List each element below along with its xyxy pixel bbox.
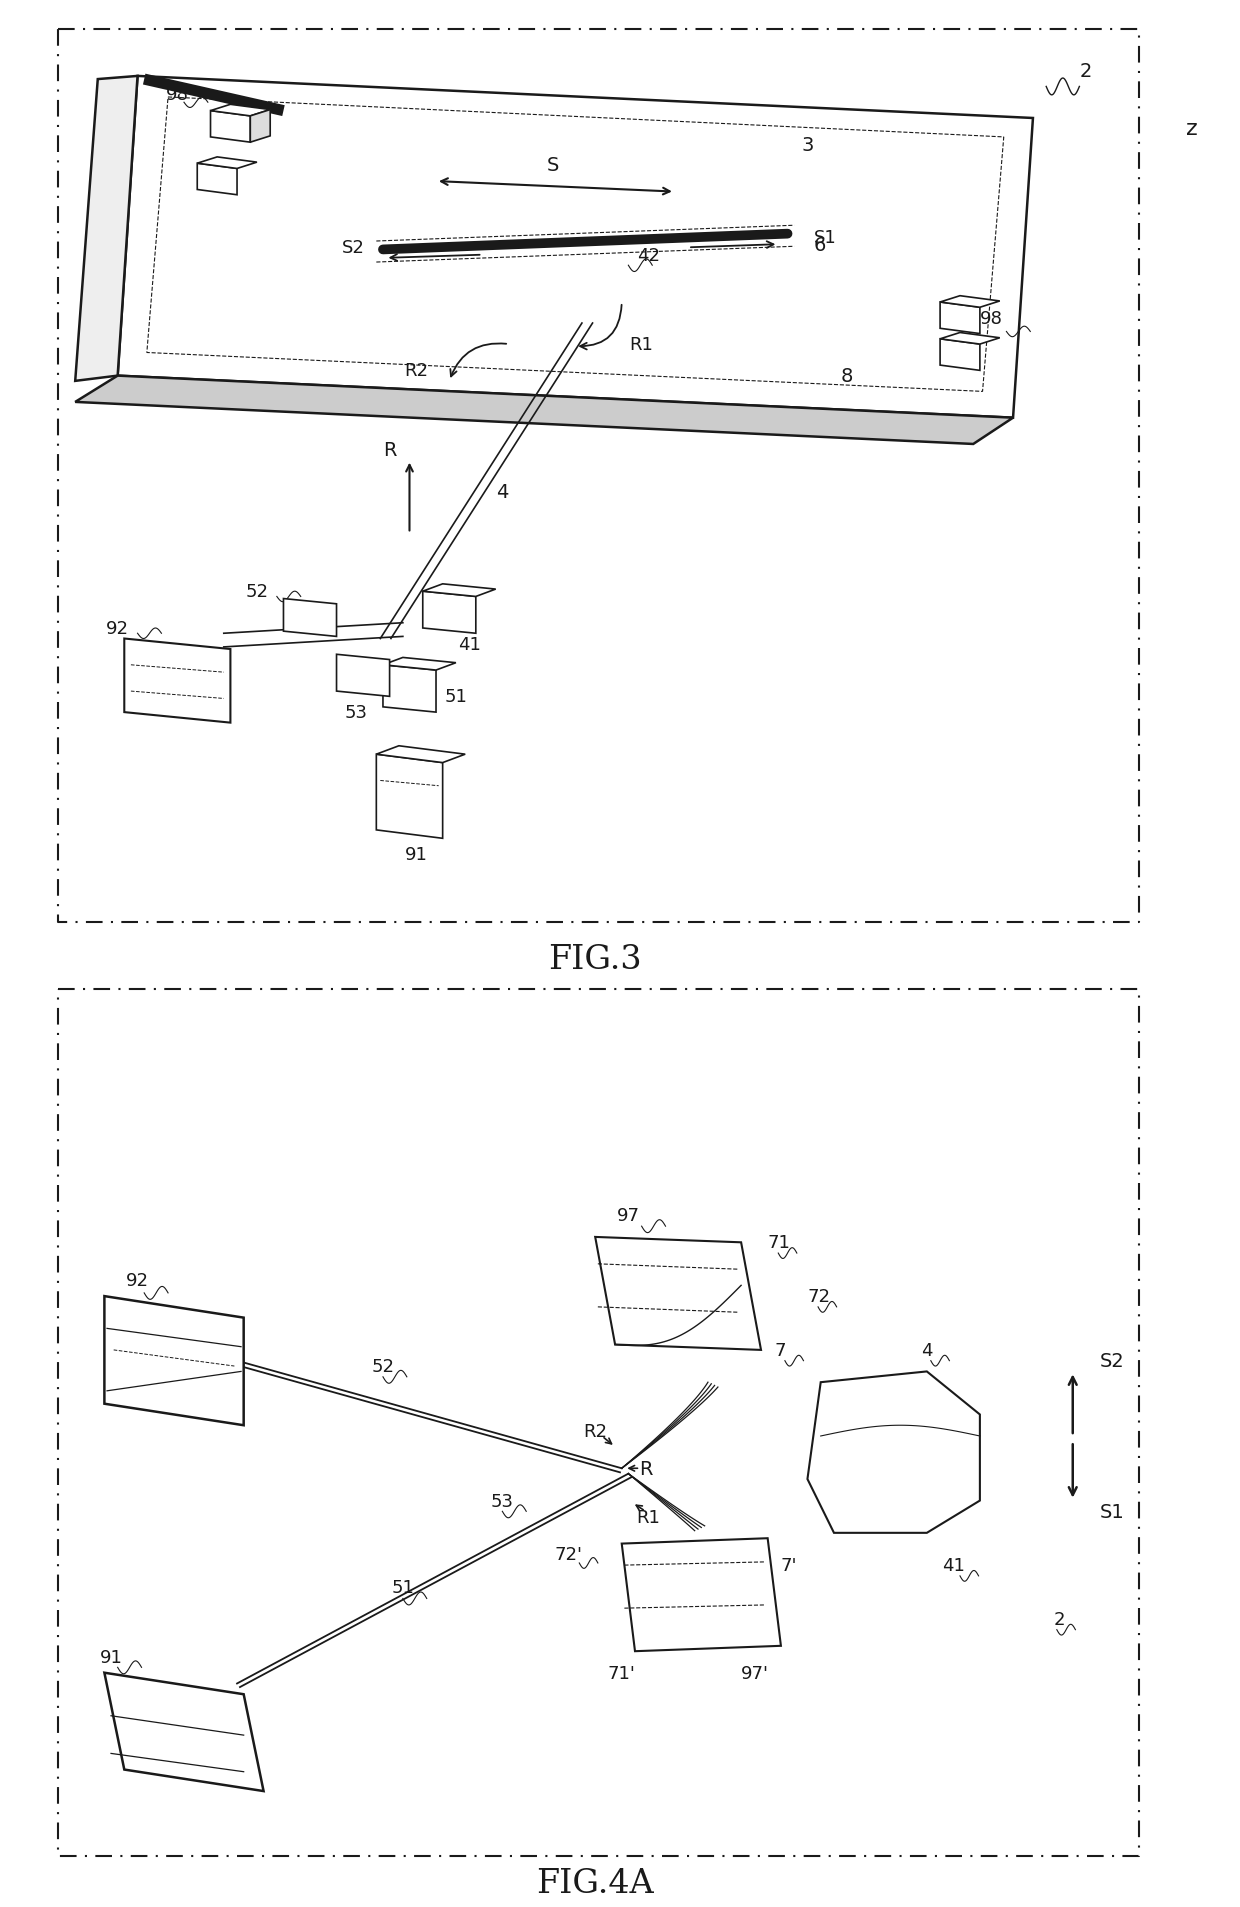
Text: 97': 97' [740,1663,769,1682]
Polygon shape [211,105,270,116]
Text: 6: 6 [815,236,826,254]
Text: 51: 51 [444,688,467,706]
Text: 51: 51 [392,1577,414,1596]
Text: 8: 8 [841,366,853,385]
Polygon shape [336,654,389,696]
Text: 41: 41 [458,635,481,654]
Text: 2: 2 [1054,1610,1065,1629]
Text: 52: 52 [372,1358,394,1375]
Text: 97: 97 [616,1207,640,1224]
Polygon shape [104,1297,244,1426]
Polygon shape [595,1238,761,1350]
Text: 7': 7' [781,1556,797,1575]
Text: 71': 71' [608,1663,636,1682]
Text: 91: 91 [404,845,428,864]
Text: S1: S1 [1100,1503,1123,1522]
Polygon shape [197,164,237,196]
Text: 52: 52 [246,584,268,601]
Text: 98: 98 [166,86,188,103]
Text: 4: 4 [921,1341,932,1360]
Polygon shape [124,639,231,723]
Polygon shape [940,297,999,309]
Text: 72: 72 [807,1287,831,1306]
Text: R1: R1 [636,1508,660,1526]
Polygon shape [940,334,999,345]
Polygon shape [76,376,1013,444]
Polygon shape [423,585,496,597]
Polygon shape [197,158,257,170]
Polygon shape [118,76,1033,418]
Text: 3: 3 [801,135,813,154]
Polygon shape [76,76,138,381]
Polygon shape [807,1371,980,1533]
Text: 92: 92 [126,1272,149,1289]
Polygon shape [211,111,250,143]
Text: 53: 53 [491,1491,513,1510]
Polygon shape [250,111,270,143]
Text: 2: 2 [1080,63,1092,82]
Polygon shape [383,658,456,671]
Text: S1: S1 [815,229,837,246]
Text: 42: 42 [637,246,660,265]
Polygon shape [284,599,336,637]
Text: 98: 98 [980,309,1003,328]
Polygon shape [940,303,980,334]
Text: R: R [383,441,397,460]
Text: 92: 92 [107,620,129,637]
Text: R2: R2 [404,362,428,379]
Polygon shape [423,591,476,633]
Text: 41: 41 [942,1556,965,1575]
Text: FIG.4A: FIG.4A [537,1867,653,1899]
Text: 53: 53 [345,704,368,721]
Polygon shape [376,755,443,839]
Text: 91: 91 [99,1648,123,1665]
Text: R: R [639,1459,652,1478]
Text: 71: 71 [768,1234,791,1251]
Polygon shape [621,1539,781,1651]
Polygon shape [383,666,436,713]
Polygon shape [940,339,980,372]
Text: 4: 4 [496,482,508,502]
Text: R2: R2 [583,1423,608,1440]
Text: z: z [1187,120,1198,139]
Polygon shape [104,1672,264,1791]
Text: S2: S2 [342,238,366,257]
Polygon shape [376,746,465,763]
Text: R1: R1 [630,336,653,355]
Text: S: S [547,156,559,175]
Text: S2: S2 [1100,1352,1123,1371]
Text: 7: 7 [774,1341,786,1360]
Text: 72': 72' [554,1545,583,1564]
Text: FIG.3: FIG.3 [548,944,642,976]
